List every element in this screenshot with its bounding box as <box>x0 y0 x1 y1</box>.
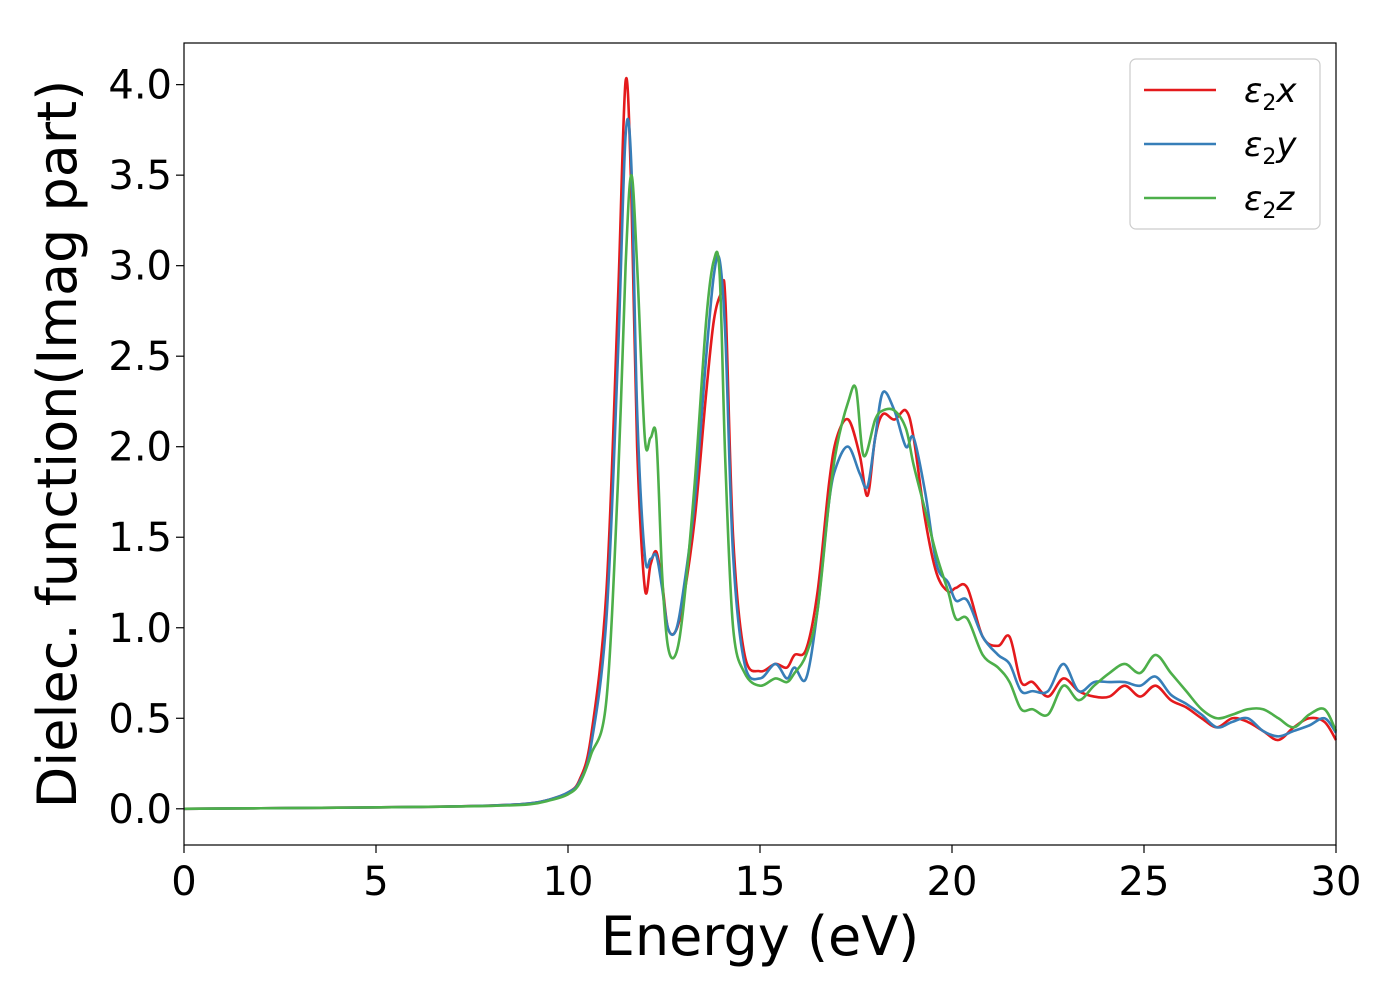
legend-label-z: ε2z <box>1244 179 1295 224</box>
series-layer <box>183 77 1338 811</box>
x-tick-label: 20 <box>927 859 978 905</box>
x-tick-label: 0 <box>171 859 196 905</box>
y-tick-label: 1.0 <box>108 606 172 652</box>
y-tick-label: 3.0 <box>108 244 172 290</box>
legend-label-y: ε2y <box>1244 125 1297 170</box>
x-tick-label: 25 <box>1119 859 1170 905</box>
x-axis-ticks: 0 5 10 15 20 25 30 <box>171 845 1361 905</box>
x-tick-label: 5 <box>363 859 388 905</box>
y-tick-label: 1.5 <box>108 515 172 561</box>
y-tick-label: 0.5 <box>108 696 172 742</box>
x-tick-label: 10 <box>543 859 594 905</box>
y-axis-ticks: 0.0 0.5 1.0 1.5 2.0 2.5 3.0 3.5 4.0 <box>108 63 184 833</box>
series-line-x <box>183 77 1338 811</box>
legend: ε2x ε2y ε2z <box>1129 58 1321 230</box>
x-axis-title: Energy (eV) <box>601 905 920 968</box>
y-tick-label: 0.0 <box>108 787 172 833</box>
series-line-z <box>183 173 1338 811</box>
y-tick-label: 3.5 <box>108 153 172 199</box>
y-tick-label: 4.0 <box>108 63 172 109</box>
x-tick-label: 30 <box>1311 859 1362 905</box>
y-axis-title: Dielec. function(Imag part) <box>26 80 89 809</box>
y-tick-label: 2.0 <box>108 425 172 471</box>
legend-box <box>1129 58 1321 230</box>
y-tick-label: 2.5 <box>108 334 172 380</box>
legend-label-x: ε2x <box>1244 71 1297 116</box>
x-tick-label: 15 <box>735 859 786 905</box>
